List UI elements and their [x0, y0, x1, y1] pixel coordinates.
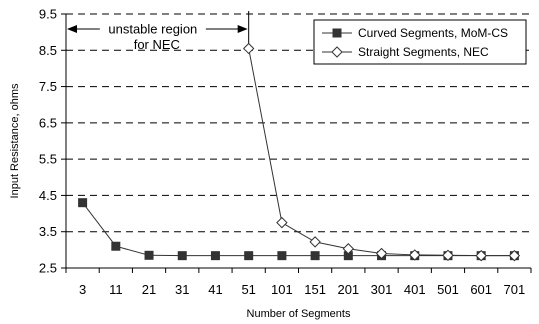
- x-tick-label: 501: [437, 282, 459, 297]
- annotation-text-background: [99, 20, 206, 38]
- legend: Curved Segments, MoM-CS Straight Segments…: [313, 19, 527, 65]
- legend-entry: Curved Segments, MoM-CS: [322, 26, 508, 40]
- x-tick-label: 41: [208, 282, 222, 297]
- y-tick-label: 6.5: [39, 115, 57, 130]
- y-tick-labels: 2.5 3.5 4.5 5.5 6.5 7.5 8.5 9.5: [39, 7, 57, 276]
- axes: [61, 13, 532, 273]
- legend-box: [313, 19, 527, 65]
- data-point-square: [210, 251, 220, 261]
- data-point-diamond: [508, 249, 521, 262]
- x-tick-label: 151: [304, 282, 326, 297]
- series-line: [82, 202, 515, 257]
- legend-label: Straight Segments, NEC: [358, 45, 489, 59]
- x-tick-label: 301: [371, 282, 393, 297]
- data-point-diamond: [342, 243, 355, 255]
- data-point-diamond: [276, 216, 288, 229]
- data-point-square: [277, 251, 287, 261]
- x-tick-label: 3: [79, 282, 86, 297]
- y-tick-label: 8.5: [39, 43, 57, 58]
- series-2: [242, 42, 521, 262]
- x-axis-title: Number of Segments: [247, 308, 351, 320]
- y-tick-label: 2.5: [39, 261, 57, 276]
- grid-lines: [66, 13, 531, 233]
- data-point-square: [244, 251, 254, 261]
- x-tick-label: 601: [470, 282, 492, 297]
- y-tick-label: 4.5: [39, 188, 57, 203]
- data-point-diamond: [409, 249, 421, 261]
- data-point-square: [144, 250, 154, 260]
- series-group: [78, 42, 521, 262]
- x-tick-label: 701: [504, 282, 526, 297]
- x-tick-label: 11: [109, 282, 123, 297]
- legend-label: Curved Segments, MoM-CS: [358, 26, 508, 40]
- data-point-diamond: [442, 249, 454, 262]
- annotation-arrowhead-right: [237, 25, 248, 33]
- x-tick-label: 401: [404, 282, 426, 297]
- y-tick-label: 5.5: [39, 152, 57, 167]
- data-point-diamond: [242, 42, 255, 55]
- data-point-square: [177, 251, 187, 261]
- unstable-region-annotation: unstable region for NEC: [67, 11, 250, 52]
- data-point-square: [310, 251, 320, 261]
- data-point-square: [111, 241, 121, 251]
- data-point-diamond: [475, 249, 487, 262]
- legend-marker: [332, 28, 342, 38]
- y-tick-label: 3.5: [39, 224, 57, 239]
- series-line: [248, 48, 515, 257]
- y-tick-label: 9.5: [39, 7, 57, 22]
- annotation-text-line1: unstable region: [108, 22, 197, 37]
- legend-marker: [331, 46, 343, 58]
- annotation-text-line2: for NEC: [134, 37, 180, 52]
- legend-entry: Straight Segments, NEC: [322, 45, 489, 59]
- annotation-arrowhead-left: [67, 25, 77, 33]
- x-tick-label: 51: [241, 282, 255, 297]
- series-1: [78, 198, 519, 261]
- data-point-diamond: [375, 247, 388, 260]
- y-tick-label: 7.5: [39, 79, 57, 94]
- x-tick-label: 101: [271, 282, 293, 297]
- data-point-diamond: [309, 236, 321, 248]
- x-tick-label: 31: [175, 282, 189, 297]
- x-tick-labels: 3 11 21 31 41 51 101 151 201 301 401 501 601 701: [79, 282, 525, 297]
- y-axis-title: Input Resistance, ohms: [9, 83, 21, 198]
- x-tick-label: 21: [142, 282, 156, 297]
- data-point-square: [78, 198, 88, 208]
- x-tick-label: 201: [337, 282, 359, 297]
